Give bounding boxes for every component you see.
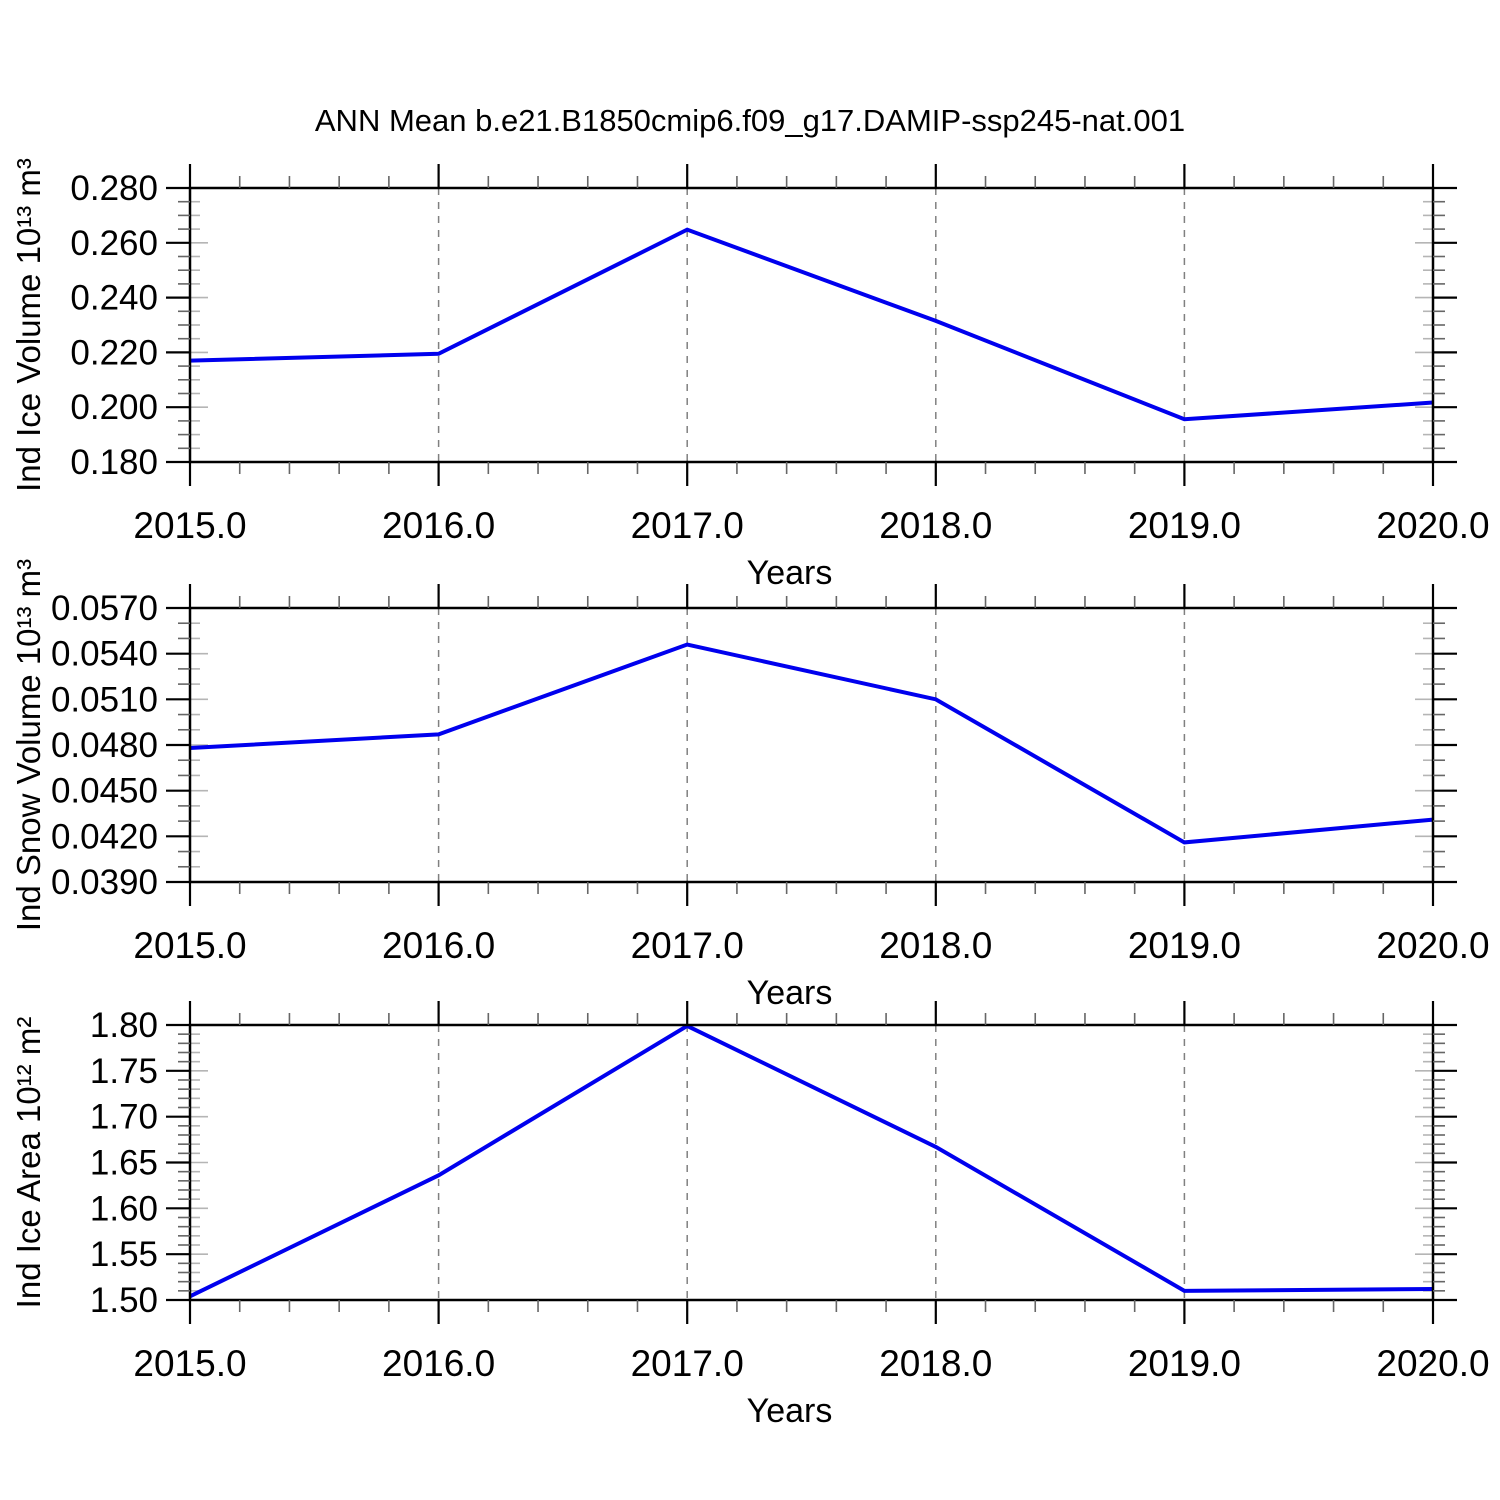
x-tick-label: 2019.0 <box>1128 505 1241 546</box>
plot-frame <box>188 1023 1435 1302</box>
y-tick-label: 0.0570 <box>51 589 158 628</box>
y-tick-label: 1.80 <box>90 1006 158 1045</box>
x-tick-label: 2019.0 <box>1128 1343 1241 1384</box>
x-tick-label: 2020.0 <box>1376 1343 1489 1384</box>
y-tick-label: 1.65 <box>90 1144 158 1183</box>
plot-frame <box>188 186 1435 464</box>
y-tick-label: 0.280 <box>70 169 158 208</box>
y-axis-title: Ind Snow Volume 10¹³ m³ <box>10 559 47 931</box>
y-tick-label: 1.50 <box>90 1281 158 1320</box>
y-axis-title: Ind Ice Area 10¹² m² <box>10 1017 47 1309</box>
y-tick-label: 0.0450 <box>51 772 158 811</box>
x-tick-label: 2017.0 <box>631 1343 744 1384</box>
y-tick-label: 0.180 <box>70 443 158 482</box>
y-tick-label: 1.70 <box>90 1098 158 1137</box>
x-tick-label: 2016.0 <box>382 505 495 546</box>
y-tick-label: 0.0390 <box>51 863 158 902</box>
data-line-ind-ice-volume <box>189 227 1434 422</box>
data-line-ind-snow-volume <box>189 642 1434 845</box>
y-tick-label: 1.55 <box>90 1235 158 1274</box>
x-tick-label: 2018.0 <box>879 505 992 546</box>
x-tick-label: 2020.0 <box>1376 925 1489 966</box>
chart-title: ANN Mean b.e21.B1850cmip6.f09_g17.DAMIP-… <box>314 103 1186 138</box>
x-axis-title: Years <box>747 554 833 592</box>
x-tick-label: 2016.0 <box>382 925 495 966</box>
x-tick-label: 2019.0 <box>1128 925 1241 966</box>
y-tick-label: 0.0540 <box>51 635 158 674</box>
y-tick-label: 0.240 <box>70 279 158 318</box>
data-line-ind-ice-area <box>189 1023 1434 1299</box>
x-tick-label: 2015.0 <box>133 925 246 966</box>
y-tick-label: 0.0510 <box>51 680 158 719</box>
x-tick-label: 2015.0 <box>133 505 246 546</box>
y-tick-label: 0.0480 <box>51 726 158 765</box>
y-tick-label: 0.260 <box>70 224 158 263</box>
x-tick-label: 2018.0 <box>879 925 992 966</box>
y-tick-label: 0.220 <box>70 333 158 372</box>
x-tick-label: 2016.0 <box>382 1343 495 1384</box>
plot-frame <box>188 606 1435 884</box>
y-tick-label: 0.0420 <box>51 817 158 856</box>
y-tick-label: 1.60 <box>90 1189 158 1228</box>
x-tick-label: 2018.0 <box>879 1343 992 1384</box>
y-tick-label: 0.200 <box>70 388 158 427</box>
x-tick-label: 2017.0 <box>631 505 744 546</box>
x-tick-label: 2020.0 <box>1376 505 1489 546</box>
x-axis-title: Years <box>747 1392 833 1430</box>
y-axis-title: Ind Ice Volume 10¹³ m³ <box>10 158 47 492</box>
x-tick-label: 2017.0 <box>631 925 744 966</box>
x-tick-label: 2015.0 <box>133 1343 246 1384</box>
x-axis-title: Years <box>747 974 833 1012</box>
y-tick-label: 1.75 <box>90 1052 158 1091</box>
